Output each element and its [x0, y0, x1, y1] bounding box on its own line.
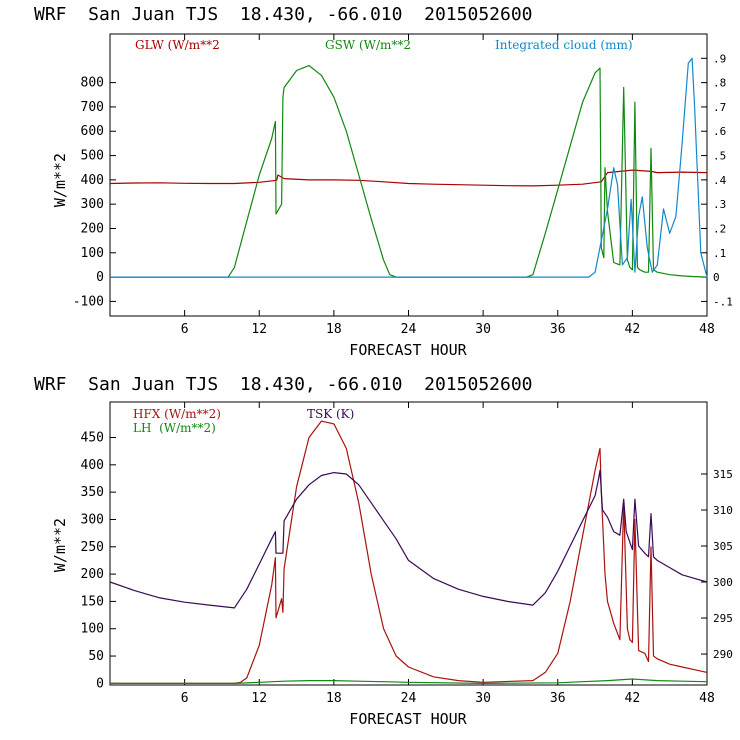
x-tick-label: 18	[326, 691, 342, 706]
y-tick-label: 800	[81, 76, 104, 91]
x-tick-label: 6	[181, 691, 189, 706]
y-tick-label: 700	[81, 100, 104, 115]
right-tick-label: .5	[713, 150, 726, 163]
x-tick-label: 6	[181, 322, 189, 337]
panel-1-y-axis-label: W/m**2	[51, 153, 69, 207]
right-tick-label: .3	[713, 198, 726, 211]
panel-2-legend-lh: LH (W/m**2)	[133, 421, 216, 435]
right-tick-label: 0	[713, 271, 720, 284]
panel-1-legend-glw: GLW (W/m**2	[135, 38, 220, 52]
y-tick-label: 450	[81, 431, 104, 446]
panel-2-y-axis-label: W/m**2	[51, 518, 69, 572]
x-tick-label: 12	[251, 691, 267, 706]
x-tick-label: 48	[699, 691, 715, 706]
panel-2-legend-tsk: TSK (K)	[307, 407, 354, 421]
x-tick-label: 42	[625, 691, 641, 706]
y-tick-label: 200	[81, 221, 104, 236]
y-tick-label: 300	[81, 197, 104, 212]
right-tick-label: .1	[713, 247, 726, 260]
panel-2: WRF San Juan TJS 18.430, -66.010 2015052…	[34, 374, 733, 728]
panel-1-series	[109, 57, 708, 278]
panel-2-title: WRF San Juan TJS 18.430, -66.010 2015052…	[34, 374, 533, 395]
x-tick-label: 48	[699, 322, 715, 337]
panel-2-x-axis-label: FORECAST HOUR	[349, 710, 467, 728]
right-tick-label: .4	[713, 174, 727, 187]
panel-1-title: WRF San Juan TJS 18.430, -66.010 2015052…	[34, 4, 533, 25]
panel-2-plot-frame	[109, 401, 708, 686]
series-line-hfx-w-m	[110, 420, 708, 685]
series-line-lh-w-m	[110, 678, 708, 685]
right-tick-label: .8	[713, 77, 726, 90]
y-tick-label: 200	[81, 567, 104, 582]
panel-2-series	[109, 420, 708, 685]
panel-1-legend-cloud: Integrated cloud (mm)	[495, 38, 633, 52]
series-line-tsk-k	[109, 469, 708, 609]
panel-1-x-axis-label: FORECAST HOUR	[349, 341, 467, 359]
x-tick-label: 12	[251, 322, 267, 337]
x-tick-label: 18	[326, 322, 342, 337]
panel-2-right-ticks: 290 295 300 305 310 315	[701, 468, 733, 661]
right-tick-label: -.1	[713, 295, 733, 308]
y-tick-label: 400	[81, 173, 104, 188]
panel-2-legend-hfx: HFX (W/m**2)	[133, 407, 221, 421]
y-tick-label: 600	[81, 124, 104, 139]
series-line-gsw-w-m	[110, 64, 708, 278]
series-line-integrated-cloud-mm	[110, 57, 708, 278]
y-tick-label: 50	[88, 649, 104, 664]
right-tick-label: 305	[713, 540, 733, 553]
x-tick-label: 36	[550, 322, 566, 337]
x-tick-label: 30	[475, 691, 491, 706]
y-tick-label: 250	[81, 540, 104, 555]
x-tick-label: 42	[625, 322, 641, 337]
x-tick-label: 30	[475, 322, 491, 337]
right-tick-label: 315	[713, 468, 733, 481]
right-tick-label: 310	[713, 504, 733, 517]
y-tick-label: 0	[96, 270, 104, 285]
right-tick-label: .6	[713, 125, 726, 138]
y-tick-label: -100	[73, 294, 104, 309]
right-tick-label: .2	[713, 222, 726, 235]
panel-1: WRF San Juan TJS 18.430, -66.010 2015052…	[34, 4, 733, 359]
panel-2-y-ticks: 0 50 100 150 200 250 300 350 400 450	[81, 431, 116, 691]
panel-1-y-ticks: -100 0 100 200 300 400 500 600 700 800	[73, 76, 116, 309]
y-tick-label: 150	[81, 594, 104, 609]
x-tick-label: 24	[401, 322, 417, 337]
right-tick-label: 300	[713, 576, 733, 589]
y-tick-label: 350	[81, 485, 104, 500]
y-tick-label: 500	[81, 149, 104, 164]
right-tick-label: 290	[713, 648, 733, 661]
right-tick-label: .7	[713, 101, 726, 114]
panel-1-x-ticks: 6 12 18 24 30 36 42 48	[181, 34, 715, 337]
series-line-glw-w-m	[109, 169, 708, 187]
y-tick-label: 0	[96, 676, 104, 691]
panel-2-x-ticks: 6 12 18 24 30 36 42 48	[181, 402, 715, 706]
panel-1-legend-gsw: GSW (W/m**2	[325, 38, 411, 52]
y-tick-label: 100	[81, 246, 104, 261]
x-tick-label: 24	[401, 691, 417, 706]
y-tick-label: 400	[81, 458, 104, 473]
x-tick-label: 36	[550, 691, 566, 706]
panel-1-right-ticks: -.1 0 .1 .2 .3 .4 .5 .6 .7 .8 .9	[701, 52, 733, 308]
right-tick-label: .9	[713, 52, 726, 65]
panel-1-plot-frame	[109, 33, 708, 317]
y-tick-label: 100	[81, 622, 104, 637]
y-tick-label: 300	[81, 512, 104, 527]
right-tick-label: 295	[713, 612, 733, 625]
